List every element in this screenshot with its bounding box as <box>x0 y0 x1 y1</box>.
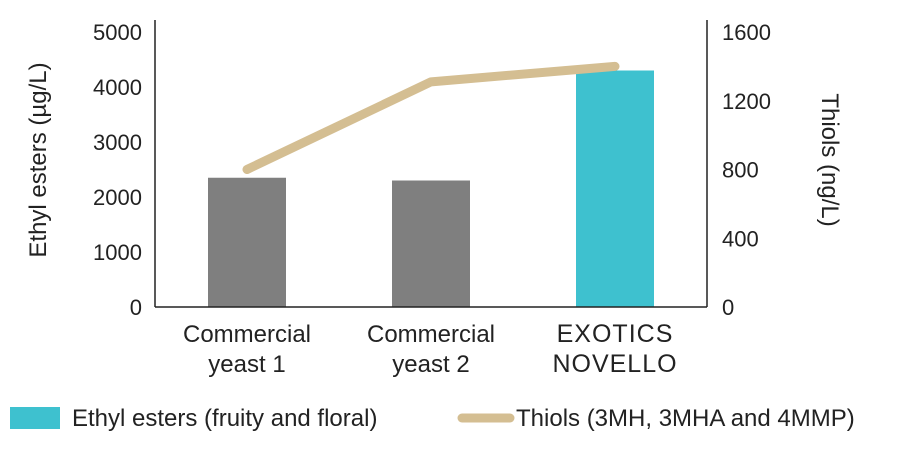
bar-1 <box>208 177 286 307</box>
plot-area <box>154 20 708 308</box>
category-labels: Commercial yeast 1 Commercial yeast 2 EXOTIC… <box>183 320 677 378</box>
category-label-2: Commercial yeast 2 <box>367 321 495 378</box>
legend-swatch-ethyl-esters <box>10 407 60 429</box>
left-axis-title: Ethyl esters (µg/L) <box>25 62 52 257</box>
left-tick-label: 5000 <box>93 20 142 45</box>
right-axis-title: Thiols (ng/L) <box>816 93 843 226</box>
left-tick-label: 1000 <box>93 240 142 265</box>
left-tick-label: 3000 <box>93 130 142 155</box>
right-axis-ticks: 0 400 800 1200 1600 <box>722 20 771 320</box>
right-tick-label: 1200 <box>722 89 771 114</box>
left-tick-label: 0 <box>130 295 142 320</box>
left-tick-label: 2000 <box>93 185 142 210</box>
bar-2 <box>392 180 470 307</box>
bar-3 <box>576 70 654 307</box>
right-tick-label: 400 <box>722 226 759 251</box>
right-tick-label: 1600 <box>722 20 771 45</box>
legend: Ethyl esters (fruity and floral) Thiols … <box>10 405 855 432</box>
category-label-1: Commercial yeast 1 <box>183 321 311 378</box>
right-tick-label: 0 <box>722 295 734 320</box>
legend-label-thiols: Thiols (3MH, 3MHA and 4MMP) <box>516 405 855 432</box>
left-tick-label: 4000 <box>93 75 142 100</box>
thiols-line <box>242 61 620 174</box>
left-axis-ticks: 0 1000 2000 3000 4000 5000 <box>93 20 142 320</box>
category-label-3: EXOTICS NOVELLO <box>552 320 677 378</box>
right-tick-label: 800 <box>722 158 759 183</box>
legend-label-ethyl-esters: Ethyl esters (fruity and floral) <box>72 405 377 432</box>
